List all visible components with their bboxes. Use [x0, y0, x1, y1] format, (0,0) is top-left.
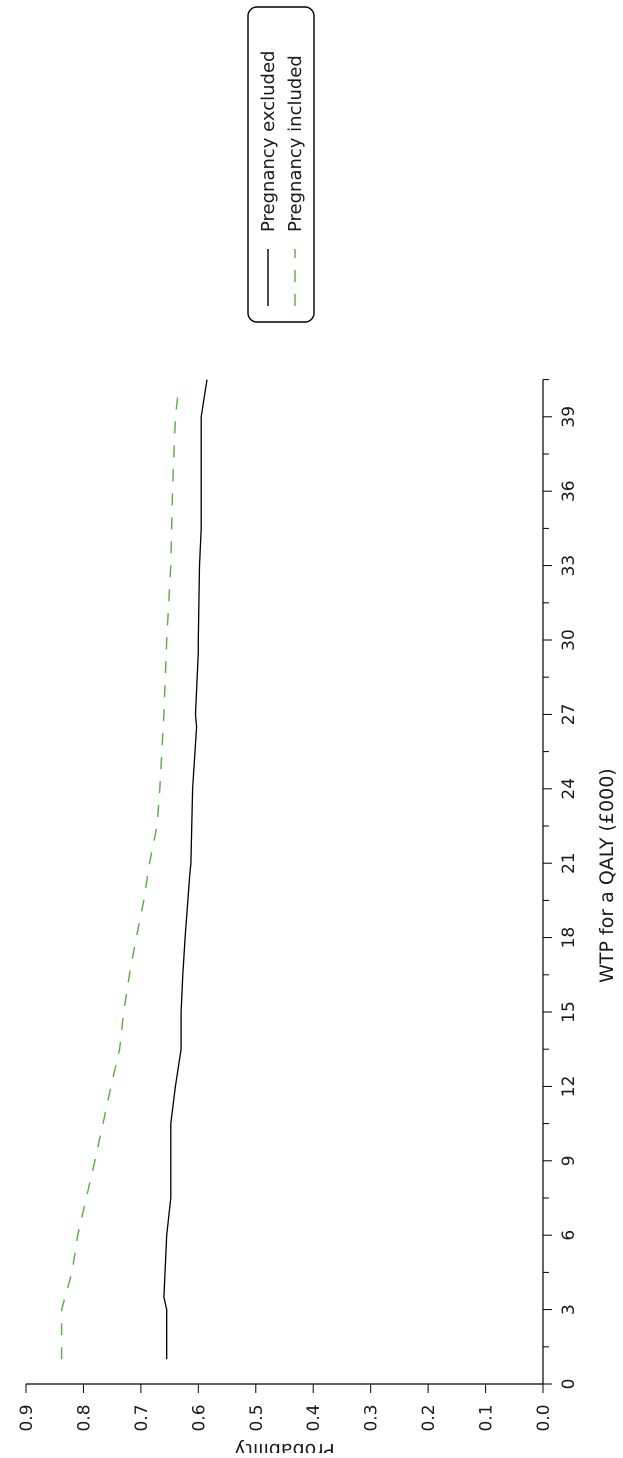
y-tick-label: 0.6: [189, 1404, 209, 1431]
y-tick-label: 0.2: [419, 1404, 439, 1431]
x-tick-label: 9: [559, 1155, 579, 1166]
y-tick-label: 0.3: [362, 1404, 382, 1431]
y-tick-label: 0.0: [534, 1404, 554, 1431]
series-line-1: [163, 379, 208, 1360]
x-tick-label: 24: [559, 778, 579, 800]
x-tick-label: 0: [559, 1379, 579, 1390]
y-tick-label: 0.4: [304, 1404, 324, 1431]
legend-label-2: Pregnancy included: [285, 55, 306, 232]
x-tick-label: 27: [559, 704, 579, 726]
line-layer: [60, 379, 208, 1360]
legend: Pregnancy excluded Pregnancy included: [247, 6, 315, 323]
legend-label-1: Pregnancy excluded: [258, 51, 279, 233]
x-tick-label: 18: [559, 927, 579, 949]
x-tick-label: 3: [559, 1304, 579, 1315]
series-line-2: [60, 391, 179, 1360]
legend-box: [247, 6, 315, 323]
y-tick-label: 0.5: [247, 1404, 267, 1431]
y-tick-label: 0.7: [132, 1404, 152, 1431]
axis-layer: 0369121518212427303336390.00.10.20.30.40…: [17, 379, 618, 1458]
x-tick-label: 33: [559, 555, 579, 577]
y-tick-label: 0.9: [17, 1404, 37, 1431]
x-tick-label: 12: [559, 1076, 579, 1098]
x-tick-label: 21: [559, 852, 579, 874]
x-tick-label: 30: [559, 629, 579, 651]
y-axis-title: Probability: [234, 1439, 334, 1453]
x-tick-label: 6: [559, 1230, 579, 1241]
y-tick-label: 0.1: [477, 1404, 497, 1431]
y-tick-label: 0.8: [74, 1404, 94, 1431]
x-tick-label: 36: [559, 480, 579, 502]
x-tick-label: 39: [559, 406, 579, 428]
x-tick-label: 15: [559, 1001, 579, 1023]
x-axis-title: WTP for a QALY (£000): [596, 768, 618, 983]
